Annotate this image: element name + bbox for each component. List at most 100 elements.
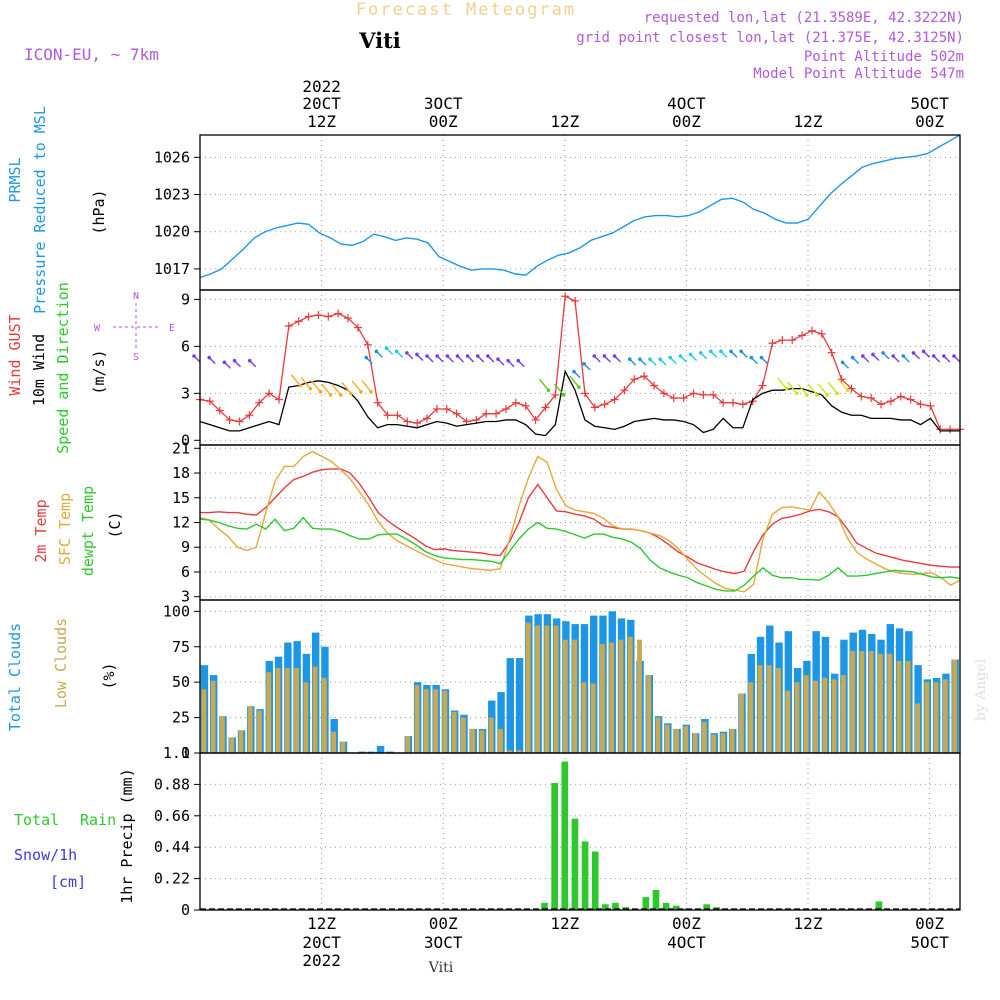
label-rain: Rain <box>80 811 116 829</box>
wind-direction-arrow <box>554 383 566 397</box>
low-cloud-bar <box>664 724 670 753</box>
arrow-shaft <box>817 383 828 396</box>
label-wind-gust: Wind GUST <box>6 314 24 395</box>
low-cloud-bar <box>340 741 346 753</box>
low-cloud-bar <box>294 668 299 753</box>
wind-direction-arrow <box>871 352 880 361</box>
arrow-shaft <box>538 378 550 391</box>
low-cloud-bar <box>600 643 605 753</box>
gust-marker <box>689 389 698 398</box>
low-cloud-bar <box>618 639 624 753</box>
wind-direction-arrow <box>445 354 454 363</box>
low-cloud-bar <box>238 730 244 753</box>
top-axis-line3: 00Z <box>672 112 701 131</box>
low-cloud-bar <box>442 690 448 753</box>
top-axis-line3: 12Z <box>307 112 336 131</box>
wind-speed-line <box>199 369 960 437</box>
arrow-head <box>784 386 789 391</box>
gust-marker <box>719 398 728 407</box>
arrow-head <box>952 354 956 358</box>
arrow-head <box>901 354 906 358</box>
arrow-head <box>729 349 733 354</box>
label-speed-direction: Speed and Direction <box>54 282 72 454</box>
bottom-axis-line1: 00Z <box>915 914 944 933</box>
gust-marker <box>758 381 767 390</box>
compass-n: N <box>133 291 139 302</box>
arrow-head <box>739 349 743 354</box>
y-tick-label: 0.88 <box>154 775 190 793</box>
arrow-shaft <box>321 383 332 396</box>
low-cloud-bar <box>803 675 809 753</box>
wind-direction-arrow <box>232 358 242 368</box>
low-cloud-bar <box>637 639 642 753</box>
wind-direction-arrow <box>797 383 809 397</box>
gust-marker <box>324 312 333 321</box>
top-axis-line3: 12Z <box>794 112 823 131</box>
arrow-shaft <box>310 380 322 393</box>
compass-e: E <box>169 323 175 334</box>
wind-direction-arrow <box>384 346 394 355</box>
gust-marker <box>669 394 678 403</box>
gust-marker <box>314 311 323 320</box>
panel-frame <box>199 752 961 911</box>
low-cloud-bar <box>460 717 466 753</box>
low-cloud-bar <box>581 682 587 753</box>
point-altitude: Point Altitude 502m <box>804 49 964 65</box>
gust-line <box>199 295 960 430</box>
arrow-head <box>232 358 237 363</box>
low-cloud-bar <box>201 689 207 753</box>
y-tick-label: 0.66 <box>154 807 190 825</box>
arrow-head <box>405 351 409 355</box>
gust-marker <box>896 392 905 401</box>
gust-marker <box>561 292 570 301</box>
gust-marker <box>225 415 234 424</box>
gust-marker <box>946 425 955 434</box>
label-pressure-msl: Pressure Reduced to MSL <box>31 106 49 314</box>
y-tick-label: 9 <box>181 538 190 556</box>
gust-marker <box>334 309 343 318</box>
arrow-head <box>207 355 211 360</box>
wind-direction-arrow <box>627 357 637 366</box>
rain-bar <box>581 841 589 910</box>
low-cloud-bar <box>766 665 772 753</box>
chart-title: Forecast Meteogram <box>356 0 576 20</box>
wind-direction-arrow <box>516 358 525 368</box>
wind-direction-arrow <box>729 349 738 358</box>
arrow-shaft <box>300 377 311 390</box>
rain-bar <box>601 904 609 910</box>
gust-marker <box>294 317 303 326</box>
arrow-shaft <box>554 383 565 396</box>
arrow-head <box>931 354 936 358</box>
grid-point-coordinates: grid point closest lon,lat (21.375E, 42.… <box>576 30 964 46</box>
arrow-head <box>627 357 632 361</box>
y-tick-label: 0.44 <box>154 838 190 856</box>
y-axis-ticks: 0 25 50 75 100 <box>163 600 960 762</box>
wind-direction-arrow <box>192 354 201 363</box>
low-cloud-bar <box>711 734 717 753</box>
wind-direction-arrow <box>435 354 444 363</box>
rain-bar <box>591 851 599 910</box>
arrow-head <box>364 355 369 360</box>
gust-marker <box>541 403 550 412</box>
low-cloud-bar <box>924 682 930 753</box>
wind-direction-arrow <box>290 374 303 388</box>
arrow-head <box>192 354 196 358</box>
arrow-head <box>835 391 840 396</box>
gust-marker <box>906 395 915 404</box>
wind-direction-arrow <box>364 355 373 365</box>
low-cloud-bar <box>423 689 429 753</box>
gust-marker <box>659 389 668 398</box>
arrow-head <box>845 388 850 393</box>
gust-marker <box>788 336 797 345</box>
bottom-axis-line3: 2022 <box>302 951 341 970</box>
arrow-head <box>668 355 673 360</box>
y-tick-label: 21 <box>172 439 190 457</box>
arrow-head <box>359 390 363 394</box>
wind-direction-arrow <box>602 354 611 363</box>
y-tick-label: 3 <box>181 384 190 402</box>
arrow-head <box>496 357 500 361</box>
top-axis-line3: 00Z <box>915 112 944 131</box>
arrow-head <box>719 349 723 354</box>
